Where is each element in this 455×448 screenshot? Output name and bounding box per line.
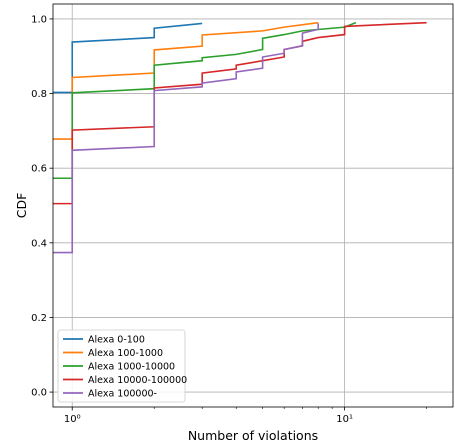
series-line-3: [53, 21, 357, 180]
legend-label: Alexa 0-100: [88, 335, 145, 346]
series-line-5: [53, 23, 320, 254]
y-tick-label: 0.2: [31, 313, 47, 324]
legend-label: Alexa 10000-100000: [88, 375, 187, 386]
series-layer: [53, 21, 427, 254]
y-tick-label: 1.0: [31, 14, 47, 25]
series-line-4: [53, 21, 427, 205]
legend-label: Alexa 1000-10000: [88, 362, 175, 373]
y-tick-label: 0.8: [31, 89, 47, 100]
legend: Alexa 0-100 Alexa 100-1000 Alexa 1000-1000…: [57, 329, 187, 403]
legend-box: [57, 329, 186, 403]
x-axis-label: Number of violations: [188, 428, 318, 443]
y-tick-label: 0.4: [31, 238, 47, 249]
y-axis-label: CDF: [14, 193, 29, 219]
legend-label: Alexa 100-1000: [88, 348, 163, 359]
series-line-1: [53, 22, 203, 94]
plot-frame: [52, 3, 454, 408]
x-tick-label: 10⁰: [64, 414, 81, 425]
series-line-2: [53, 21, 319, 140]
x-tick-label: 10¹: [336, 414, 353, 425]
y-tick-label: 0.6: [31, 164, 47, 175]
legend-label: Alexa 100000-: [88, 389, 157, 400]
y-tick-label: 0.0: [31, 388, 47, 399]
axis-ticks: 0.0 0.2 0.4 0.6 0.8 1.0 10⁰ 10¹: [31, 14, 427, 425]
